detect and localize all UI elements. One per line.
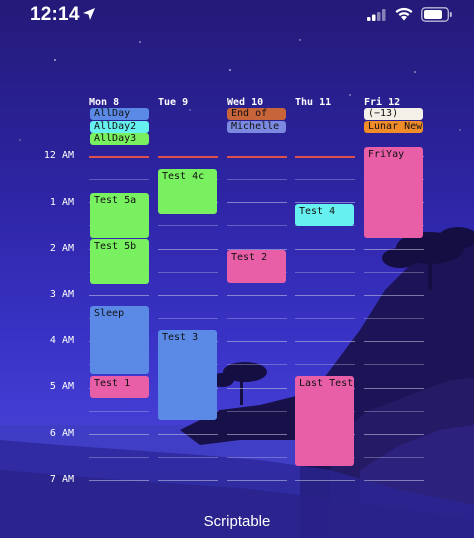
app-name-label: Scriptable — [203, 513, 271, 530]
hour-gridline — [295, 249, 355, 250]
hour-gridline — [227, 249, 287, 250]
event-block[interactable]: Sleep — [90, 306, 149, 374]
hour-gridline — [364, 434, 424, 435]
hour-label: 12 AM — [43, 150, 74, 161]
hour-gridline — [295, 341, 355, 342]
hour-label: 5 AM — [49, 381, 74, 392]
half-hour-gridline — [89, 457, 149, 458]
half-hour-gridline — [295, 179, 355, 180]
day-header-tue: Tue 9 — [158, 97, 189, 108]
half-hour-gridline — [295, 318, 355, 319]
half-hour-gridline — [158, 272, 218, 273]
hour-gridline — [89, 480, 149, 481]
hour-label: 3 AM — [49, 289, 74, 300]
day-header-thu: Thu 11 — [295, 97, 332, 108]
half-hour-gridline — [295, 364, 355, 365]
event-block[interactable]: Test 3 — [158, 330, 217, 420]
half-hour-gridline — [364, 272, 424, 273]
hour-label: 1 AM — [49, 197, 74, 208]
current-time-line — [295, 156, 355, 158]
cellular-signal-icon — [367, 9, 386, 21]
hour-gridline — [158, 480, 218, 481]
hour-gridline — [295, 480, 355, 481]
current-time-line — [227, 156, 287, 158]
allday-event[interactable]: AllDay — [90, 108, 149, 120]
current-time-line — [158, 156, 218, 158]
allday-event[interactable]: Lunar New — [364, 121, 423, 133]
hour-gridline — [227, 341, 287, 342]
half-hour-gridline — [89, 179, 149, 180]
hour-gridline — [295, 202, 355, 203]
half-hour-gridline — [227, 179, 287, 180]
half-hour-gridline — [227, 364, 287, 365]
hour-label: 4 AM — [49, 335, 74, 346]
hour-gridline — [158, 434, 218, 435]
hour-label: 6 AM — [49, 428, 74, 439]
half-hour-gridline — [89, 411, 149, 412]
event-block[interactable]: FriYay — [364, 147, 423, 238]
hour-gridline — [364, 341, 424, 342]
battery-icon — [421, 7, 452, 22]
wifi-icon — [395, 7, 413, 21]
allday-event[interactable]: AllDay3 — [90, 133, 149, 145]
day-header-wed: Wed 10 — [227, 97, 264, 108]
event-block[interactable]: Test 5a — [90, 193, 149, 238]
day-header-fri: Fri 12 — [364, 97, 401, 108]
event-block[interactable]: Test 1 — [90, 376, 149, 398]
half-hour-gridline — [227, 457, 287, 458]
half-hour-gridline — [227, 318, 287, 319]
half-hour-gridline — [364, 318, 424, 319]
half-hour-gridline — [158, 318, 218, 319]
allday-event[interactable]: End of — [227, 108, 286, 120]
hour-gridline — [227, 202, 287, 203]
hour-label: 2 AM — [49, 243, 74, 254]
event-block[interactable]: Test 4c — [158, 169, 217, 214]
hour-gridline — [158, 249, 218, 250]
hour-gridline — [364, 249, 424, 250]
hour-gridline — [227, 295, 287, 296]
status-bar: 12:14 — [0, 0, 474, 36]
event-block[interactable]: Last Test — [295, 376, 354, 466]
hour-gridline — [227, 388, 287, 389]
hour-gridline — [364, 388, 424, 389]
hour-gridline — [158, 295, 218, 296]
half-hour-gridline — [227, 225, 287, 226]
hour-label: 7 AM — [49, 474, 74, 485]
half-hour-gridline — [158, 225, 218, 226]
current-time-line — [89, 156, 149, 158]
half-hour-gridline — [364, 457, 424, 458]
allday-event[interactable]: Michelle — [227, 121, 286, 133]
status-time: 12:14 — [30, 4, 80, 25]
half-hour-gridline — [158, 457, 218, 458]
location-arrow-icon — [83, 8, 95, 20]
event-block[interactable]: Test 4 — [295, 204, 354, 226]
half-hour-gridline — [295, 272, 355, 273]
hour-gridline — [364, 295, 424, 296]
event-block[interactable]: Test 2 — [227, 250, 286, 283]
hour-gridline — [89, 295, 149, 296]
hour-gridline — [295, 295, 355, 296]
hour-gridline — [227, 434, 287, 435]
allday-event[interactable]: AllDay2 — [90, 121, 149, 133]
day-header-mon: Mon 8 — [89, 97, 120, 108]
half-hour-gridline — [227, 411, 287, 412]
half-hour-gridline — [364, 364, 424, 365]
hour-gridline — [89, 434, 149, 435]
hour-gridline — [227, 480, 287, 481]
event-block[interactable]: Test 5b — [90, 239, 149, 284]
hour-gridline — [364, 480, 424, 481]
allday-event[interactable]: (−13) — [364, 108, 423, 120]
half-hour-gridline — [364, 411, 424, 412]
